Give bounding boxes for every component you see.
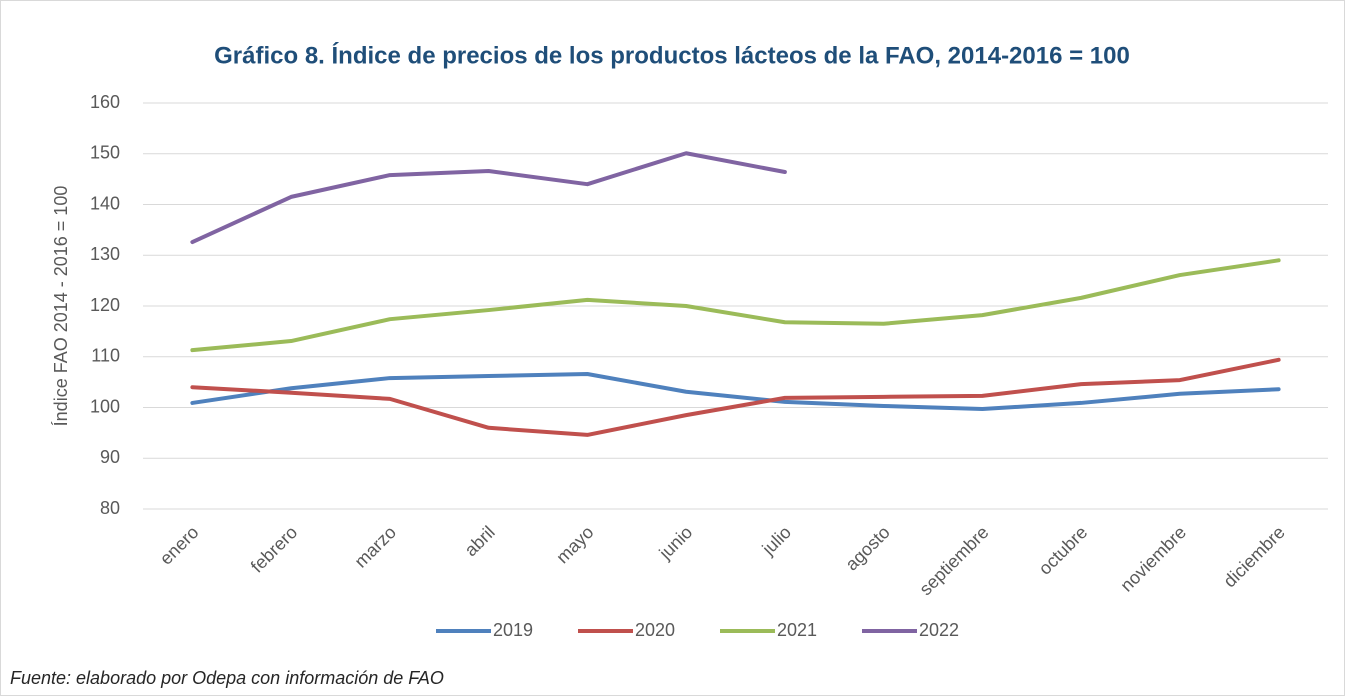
series-line: [190, 151, 787, 245]
y-tick-label: 160: [90, 92, 120, 112]
y-tick-label: 130: [90, 244, 120, 264]
y-tick-label: 90: [100, 447, 120, 467]
series-line: [190, 258, 1281, 353]
y-tick-label: 110: [91, 346, 120, 366]
y-tick-label: 80: [100, 498, 120, 518]
series-line: [190, 372, 1281, 412]
y-axis-label: Índice FAO 2014 - 2016 = 100: [51, 186, 71, 427]
y-tick-label: 120: [90, 295, 120, 315]
legend-label: 2021: [777, 620, 817, 640]
legend-label: 2020: [635, 620, 675, 640]
y-tick-label: 140: [90, 193, 120, 213]
chart-title: Gráfico 8. Índice de precios de los prod…: [214, 41, 1130, 69]
y-tick-label: 150: [90, 143, 120, 163]
legend-label: 2022: [919, 620, 959, 640]
series-line: [190, 357, 1281, 437]
legend-label: 2019: [493, 620, 533, 640]
y-tick-label: 100: [90, 396, 120, 416]
source-note: Fuente: elaborado por Odepa con informac…: [10, 668, 444, 688]
